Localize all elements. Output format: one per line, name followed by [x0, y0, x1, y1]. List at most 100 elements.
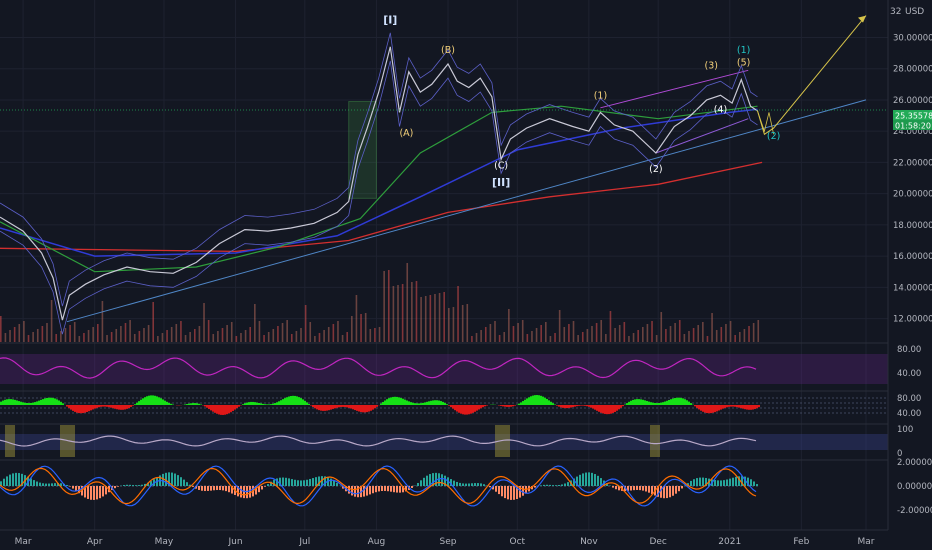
wave-label: (1)	[737, 45, 750, 56]
osc-bar	[384, 400, 386, 405]
osc-bar	[102, 405, 104, 407]
grid	[0, 0, 888, 530]
volume-bar	[632, 333, 635, 342]
volume-bar	[471, 336, 473, 342]
volume-bar	[263, 335, 265, 342]
osc-bar	[446, 404, 448, 405]
y-tick-label: 16.00000	[893, 252, 932, 262]
volume-bar	[411, 282, 413, 342]
macd-bar	[216, 486, 218, 491]
osc-bar	[628, 401, 630, 405]
osc-bar	[600, 405, 602, 413]
macd-bar	[429, 474, 431, 486]
axes: 12.00000 14.00000 16.00000 18.00000 20.00000…	[15, 0, 932, 547]
wave-label: (2)	[767, 131, 780, 142]
y-tick-label: 28.00000	[893, 65, 932, 75]
osc-bar	[50, 397, 52, 405]
osc-bar	[6, 399, 8, 405]
osc-bar	[186, 404, 188, 405]
volume-bar	[697, 325, 700, 342]
volume-bar	[586, 329, 589, 342]
osc-bar	[594, 405, 596, 410]
macd-bar	[714, 479, 716, 486]
osc-bar	[458, 405, 460, 413]
osc-bar	[722, 405, 724, 409]
osc-bar	[104, 405, 106, 407]
volume-bar	[452, 307, 455, 342]
osc-bar	[218, 405, 220, 415]
macd-bar	[438, 473, 440, 486]
osc-bar	[308, 403, 310, 405]
osc-bar	[402, 398, 404, 405]
osc-bar	[314, 405, 316, 409]
volume-bar	[738, 332, 741, 342]
osc-bar	[192, 403, 194, 405]
volume-bar	[438, 293, 441, 342]
macd-bar	[672, 486, 674, 496]
osc-bar	[730, 405, 732, 407]
macd-bar	[705, 477, 707, 486]
osc-bar	[482, 405, 484, 408]
macd-bar	[333, 480, 335, 486]
wave-label: (B)	[441, 45, 455, 56]
osc-bar	[220, 405, 222, 415]
osc-bar	[676, 397, 678, 405]
osc-bar	[556, 405, 558, 406]
osc-bar	[300, 398, 302, 405]
osc-bar	[146, 396, 148, 405]
osc-bar	[216, 405, 218, 414]
macd-bar	[93, 486, 95, 500]
osc-bar	[278, 401, 280, 405]
osc-bar	[112, 405, 114, 409]
macd-bar	[504, 486, 506, 499]
channel-lower	[655, 118, 749, 154]
volume-bar	[618, 325, 621, 342]
osc-bar	[292, 395, 294, 405]
macd-bar	[564, 483, 566, 486]
volume-bar	[203, 303, 205, 342]
osc-bar	[440, 401, 442, 405]
volume-bar	[92, 327, 94, 342]
macd-bar	[699, 477, 701, 486]
osc-bar	[732, 405, 734, 407]
volume-bar	[170, 327, 173, 342]
osc-bar	[252, 401, 254, 405]
osc-bar	[194, 403, 196, 405]
osc-bar	[500, 405, 502, 406]
volume-bar	[41, 326, 44, 342]
osc-bar	[410, 402, 412, 405]
volume-bar	[327, 327, 330, 342]
macd-bar	[402, 486, 404, 493]
osc-bar	[584, 405, 586, 406]
volume-bar	[351, 316, 353, 342]
volume-bar	[314, 336, 316, 342]
osc-bar	[682, 398, 684, 405]
y-tick-label: 22.00000	[893, 158, 932, 168]
volume-bar	[240, 333, 242, 342]
macd-bar	[282, 477, 284, 486]
osc-bar	[616, 405, 618, 411]
macd-bar	[285, 477, 287, 486]
volume-bars	[0, 263, 760, 342]
macd-bar	[378, 486, 380, 492]
osc-bar	[136, 402, 138, 405]
macd-bar	[756, 484, 758, 486]
osc-bar	[564, 405, 566, 409]
volume-bar	[535, 328, 538, 342]
osc-bar	[712, 405, 714, 413]
price-tag[interactable]: 25.35578 01:58:20	[893, 110, 932, 131]
osc-bar	[94, 405, 96, 409]
volume-bar	[480, 330, 482, 342]
volume-bar	[401, 284, 404, 342]
osc-bar	[480, 405, 482, 409]
volume-bar	[605, 334, 607, 342]
osc-bar	[134, 404, 136, 405]
osc-bar	[30, 402, 32, 405]
macd-bar	[123, 484, 125, 486]
macd-bar	[750, 479, 752, 486]
osc-bar	[356, 405, 358, 411]
volume-bar	[55, 334, 58, 342]
macd-bar	[366, 486, 368, 496]
macd-bar	[33, 480, 35, 486]
